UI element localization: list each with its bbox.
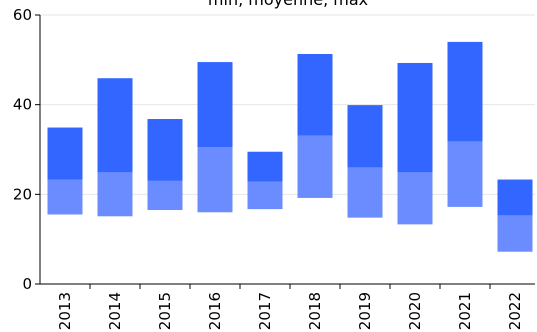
bar-upper-2021	[447, 41, 483, 142]
x-tick-label: 2018	[306, 292, 324, 330]
bars	[47, 41, 533, 252]
bar-lower-2016	[197, 147, 233, 213]
bar-lower-2015	[147, 180, 183, 211]
x-tick-label: 2015	[156, 292, 174, 330]
tick-labels: 0 20 40 60 2013 2014 2015 2016 2017 2018 2019 2020 2…	[13, 6, 524, 330]
x-tick-label: 2013	[56, 292, 74, 330]
x-tick-label: 2020	[406, 292, 424, 330]
y-tick-label: 40	[13, 96, 32, 114]
bar-upper-2020	[397, 62, 433, 173]
x-tick-label: 2016	[206, 292, 224, 330]
x-tick-label: 2019	[356, 292, 374, 330]
x-tick-label: 2021	[456, 292, 474, 330]
bar-upper-2016	[197, 62, 233, 148]
y-tick-label: 20	[13, 185, 32, 203]
bar-upper-2013	[47, 127, 83, 180]
bar-upper-2017	[247, 151, 283, 182]
bar-lower-2014	[97, 172, 133, 217]
x-tick-label: 2022	[506, 292, 524, 330]
axes	[35, 14, 535, 289]
bar-lower-2022	[497, 215, 533, 252]
x-tick-label: 2017	[256, 292, 274, 330]
bar-upper-2014	[97, 78, 133, 173]
chart-title: min, moyenne, max	[208, 0, 368, 9]
bar-upper-2022	[497, 179, 533, 216]
bar-lower-2021	[447, 141, 483, 207]
y-tick-label: 0	[22, 275, 32, 293]
bar-lower-2013	[47, 179, 83, 215]
bar-upper-2018	[297, 54, 333, 136]
bar-upper-2015	[147, 119, 183, 181]
x-tick-label: 2014	[106, 292, 124, 330]
y-tick-label: 60	[13, 6, 32, 24]
bar-upper-2019	[347, 105, 383, 168]
bar-lower-2019	[347, 167, 383, 218]
bar-lower-2020	[397, 172, 433, 225]
bar-lower-2018	[297, 135, 333, 198]
bar-lower-2017	[247, 181, 283, 210]
